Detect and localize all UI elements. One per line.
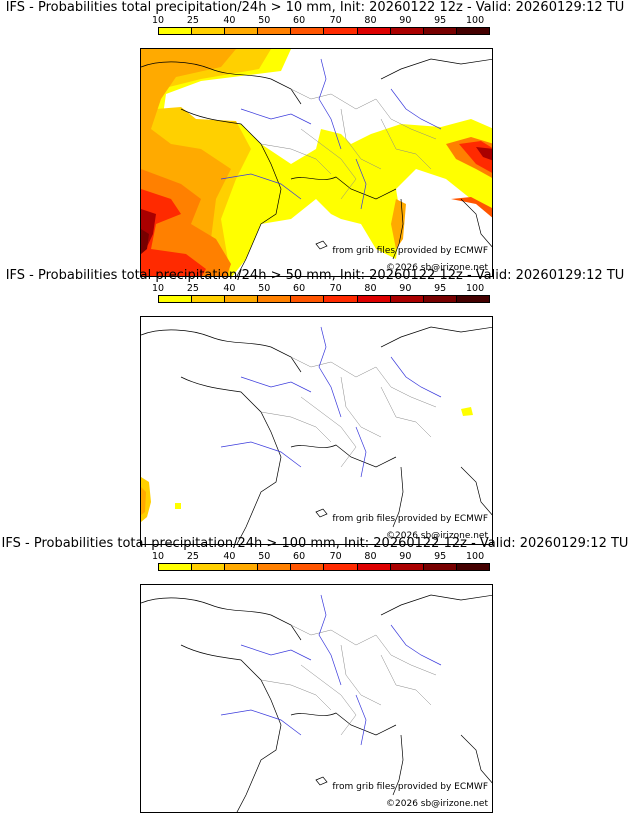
legend-swatch: [423, 28, 457, 34]
legend-swatch: [225, 296, 259, 302]
panel-title: IFS - Probabilities total precipitation/…: [5, 268, 625, 283]
legend-tick: 70: [329, 551, 342, 562]
borders: [260, 356, 437, 468]
probability-map: from grib files provided by ECMWF ©2026 …: [140, 316, 493, 545]
legend-tick: 50: [258, 283, 271, 294]
legend-tick: 10: [151, 283, 165, 294]
legend-swatch: [192, 296, 226, 302]
probability-map: from grib files provided by ECMWF ©2026 …: [140, 584, 493, 813]
legend-tick: 80: [364, 283, 377, 294]
legend-tick: 70: [329, 283, 342, 294]
legend-tick: 80: [364, 551, 377, 562]
legend-tick: 90: [399, 551, 412, 562]
borders: [260, 88, 437, 200]
legend-tick: 40: [223, 15, 236, 26]
legend-swatch: [456, 28, 489, 34]
legend-swatch: [324, 28, 358, 34]
legend-swatch: [390, 564, 424, 570]
color-legend: 10 25 40 50 60 70 80 90 95 100: [152, 551, 490, 574]
legend-tick: 25: [186, 551, 199, 562]
legend-swatch: [324, 296, 358, 302]
legend-tick: 90: [399, 283, 412, 294]
legend-swatch: [225, 564, 259, 570]
probability-map: from grib files provided by ECMWF ©2026 …: [140, 48, 493, 277]
copyright-notice: ©2026 sb@irizone.net: [386, 799, 488, 809]
legend-tick: 40: [223, 283, 236, 294]
legend-tick: 95: [434, 15, 447, 26]
legend-swatch: [291, 28, 325, 34]
data-provider-credit: from grib files provided by ECMWF: [332, 246, 488, 256]
legend-tick: 95: [434, 283, 447, 294]
panel-100mm: IFS - Probabilities total precipitation/…: [0, 536, 630, 813]
legend-swatch: [390, 296, 424, 302]
legend-tick-labels: 10 25 40 50 60 70 80 90 95 100: [152, 15, 490, 26]
legend-swatch: [225, 28, 259, 34]
legend-swatch: [423, 564, 457, 570]
legend-tick: 80: [364, 15, 377, 26]
coastlines: [141, 58, 492, 276]
legend-swatch: [357, 296, 391, 302]
legend-tick: 50: [258, 15, 271, 26]
legend-swatch: [456, 564, 489, 570]
legend-color-bar: [158, 295, 490, 303]
legend-tick: 10: [151, 551, 165, 562]
precip-field: [141, 407, 473, 522]
legend-tick: 25: [186, 15, 199, 26]
legend-tick: 60: [293, 283, 306, 294]
rivers: [220, 326, 442, 478]
legend-tick-labels: 10 25 40 50 60 70 80 90 95 100: [152, 551, 490, 562]
legend-swatch: [192, 564, 226, 570]
data-provider-credit: from grib files provided by ECMWF: [332, 782, 488, 792]
rivers: [220, 58, 442, 210]
legend-tick: 50: [258, 551, 271, 562]
legend-swatch: [357, 28, 391, 34]
legend-swatch: [291, 296, 325, 302]
legend-swatch: [159, 296, 193, 302]
color-legend: 10 25 40 50 60 70 80 90 95 100: [152, 283, 490, 306]
map-canvas: [141, 594, 492, 812]
coastlines: [141, 594, 492, 812]
legend-swatch: [159, 564, 193, 570]
panel-title: IFS - Probabilities total precipitation/…: [5, 0, 625, 15]
panel-10mm: IFS - Probabilities total precipitation/…: [0, 0, 630, 277]
map-canvas: [141, 326, 492, 544]
legend-swatch: [390, 28, 424, 34]
legend-swatch: [159, 28, 193, 34]
legend-swatch: [357, 564, 391, 570]
rivers: [220, 594, 442, 746]
panel-title: IFS - Probabilities total precipitation/…: [1, 536, 629, 551]
data-provider-credit: from grib files provided by ECMWF: [332, 514, 488, 524]
legend-swatch: [258, 28, 292, 34]
legend-swatch: [192, 28, 226, 34]
map-canvas: [141, 49, 492, 276]
legend-swatch: [258, 564, 292, 570]
coastlines: [141, 326, 492, 544]
panel-50mm: IFS - Probabilities total precipitation/…: [0, 268, 630, 545]
legend-tick: 60: [293, 15, 306, 26]
legend-color-bar: [158, 563, 490, 571]
borders: [260, 624, 437, 736]
precip-field: [141, 49, 492, 276]
legend-tick: 100: [465, 283, 485, 294]
legend-tick: 10: [151, 15, 165, 26]
copyright-notice: ©2026 sb@irizone.net: [386, 531, 488, 541]
legend-tick: 100: [465, 15, 485, 26]
legend-tick-labels: 10 25 40 50 60 70 80 90 95 100: [152, 283, 490, 294]
legend-tick: 95: [434, 551, 447, 562]
copyright-notice: ©2026 sb@irizone.net: [386, 263, 488, 273]
legend-tick: 90: [399, 15, 412, 26]
legend-tick: 70: [329, 15, 342, 26]
legend-tick: 60: [293, 551, 306, 562]
legend-swatch: [456, 296, 489, 302]
legend-swatch: [324, 564, 358, 570]
legend-swatch: [258, 296, 292, 302]
legend-swatch: [291, 564, 325, 570]
legend-tick: 100: [465, 551, 485, 562]
legend-swatch: [423, 296, 457, 302]
legend-tick: 40: [223, 551, 236, 562]
legend-color-bar: [158, 27, 490, 35]
legend-tick: 25: [186, 283, 199, 294]
color-legend: 10 25 40 50 60 70 80 90 95 100: [152, 15, 490, 38]
